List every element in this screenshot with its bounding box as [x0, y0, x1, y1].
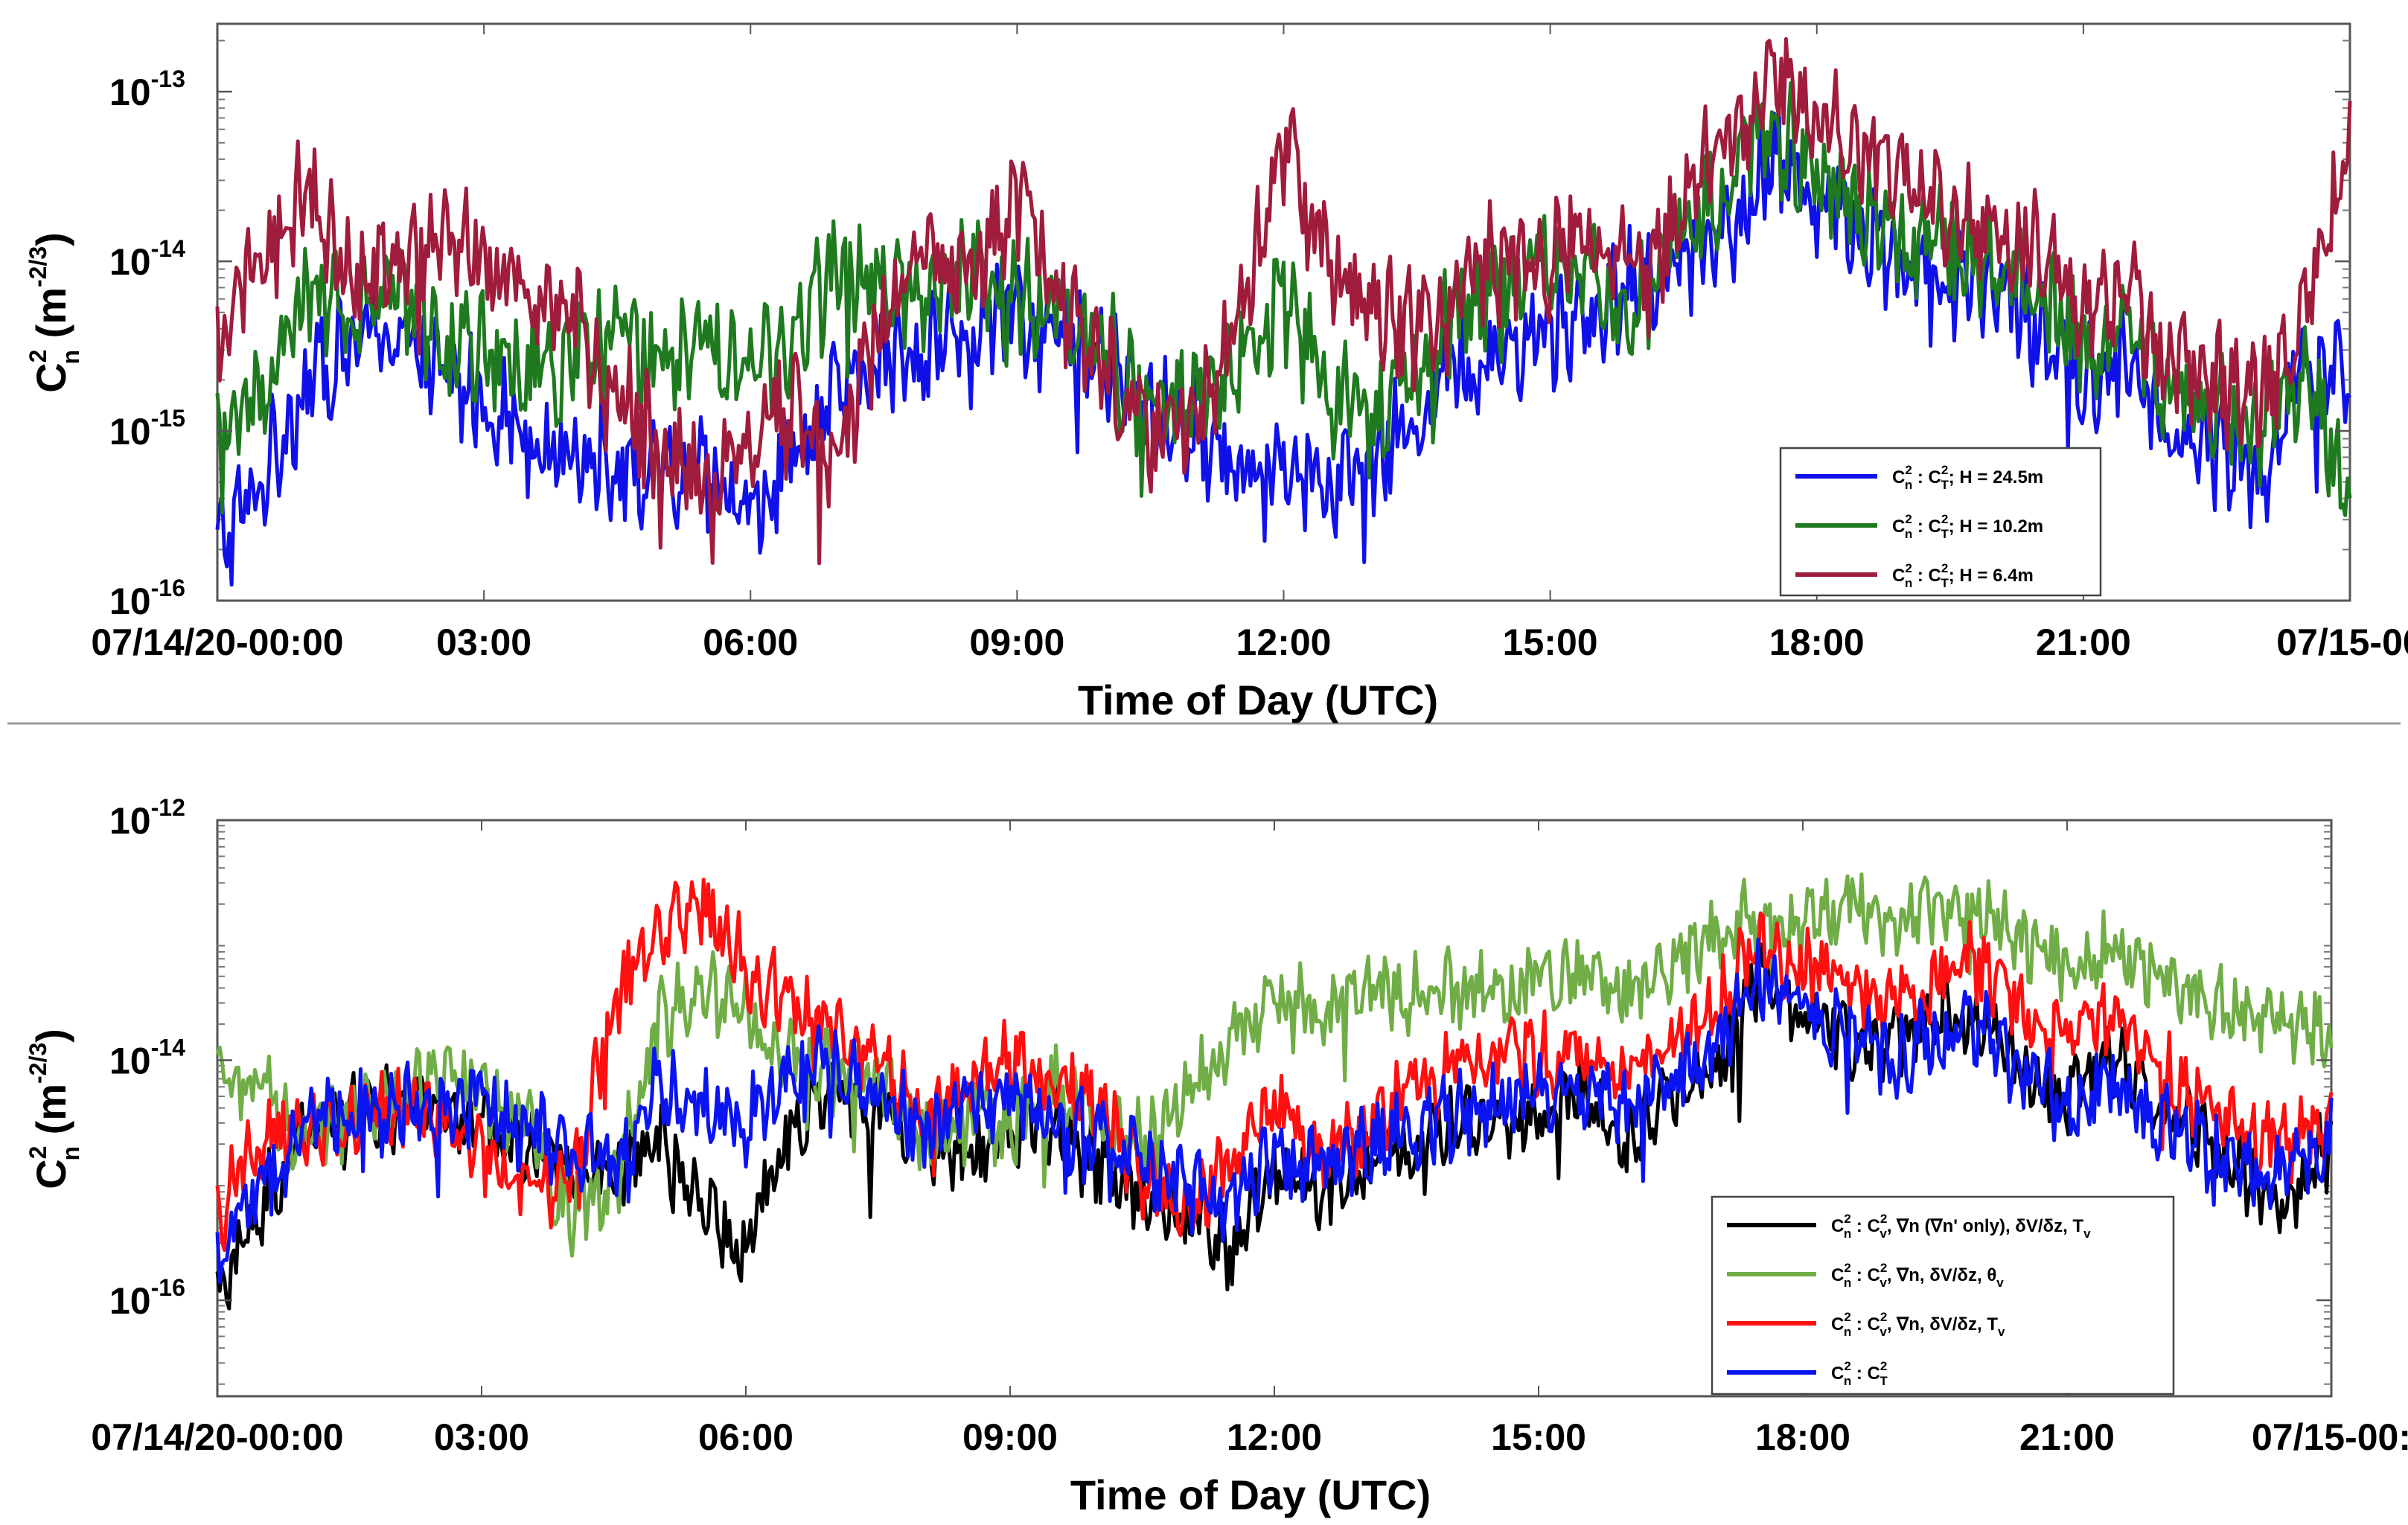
x-tick-label: 12:00 [1236, 621, 1332, 663]
top-y-axis-label: C2 n (m-2/3) [25, 232, 84, 393]
x-tick-label: 18:00 [1755, 1416, 1850, 1458]
series-line-3 [215, 36, 2352, 566]
y-tick-label: 10-14 [109, 1035, 185, 1082]
y-tick-label: 10-15 [109, 405, 185, 453]
x-tick-label: 03:00 [434, 1416, 529, 1458]
bottom-legend: C2 n : C2 v, ∇n (∇n' only), δV/δz, Tv C2 n :… [1711, 1195, 2175, 1395]
legend-label-1: C2 n : C2 v, ∇n (∇n' only), δV/δz, Tv [1831, 1212, 2091, 1241]
x-tick-label: 07/15-00: [2252, 1416, 2408, 1458]
top-legend-box [1779, 447, 2102, 597]
x-tick-label: 09:00 [969, 621, 1064, 663]
series-line-2 [215, 81, 2352, 517]
x-tick-label: 07/14/20-00:00 [91, 1416, 343, 1458]
bottom-y-axis-label: C2 n (m-2/3) [25, 1029, 84, 1189]
x-tick-label: 07/15-00 [2276, 621, 2408, 663]
x-tick-label: 03:00 [436, 621, 531, 663]
legend-label-3: C2 n : C2 T; H = 6.4m [1892, 561, 2034, 590]
y-tick-label: 10-13 [109, 65, 185, 113]
top-chart: 07/14/20-00:00 03:00 06:00 09:00 12:00 15:00 1… [25, 22, 2408, 723]
bottom-x-axis-label: Time of Day (UTC) [1070, 1471, 1431, 1518]
series-line-2 [215, 872, 2334, 1258]
y-tick-label: 10-12 [109, 794, 185, 842]
x-tick-label: 06:00 [703, 621, 798, 663]
y-tick-label: 10-16 [109, 1274, 185, 1322]
x-tick-label: 21:00 [2036, 621, 2131, 663]
top-legend: C2 n : C2 T; H = 24.5m C2 n : C2 T; H = 10.2m… [1779, 447, 2102, 597]
legend-label-4: C2 n : C2 T [1831, 1359, 1888, 1388]
legend-label-1: C2 n : C2 T; H = 24.5m [1892, 463, 2043, 492]
x-tick-label: 21:00 [2019, 1416, 2115, 1458]
series-line-3 [215, 877, 2334, 1252]
legend-label-2: C2 n : C2 T; H = 10.2m [1892, 512, 2043, 541]
bottom-legend-box [1711, 1195, 2175, 1395]
x-tick-label: 06:00 [698, 1416, 793, 1458]
x-tick-label: 07/14/20-00:00 [91, 621, 343, 663]
y-tick-label: 10-14 [109, 235, 185, 283]
x-tick-label: 18:00 [1769, 621, 1865, 663]
x-tick-label: 12:00 [1227, 1416, 1322, 1458]
x-tick-label: 09:00 [962, 1416, 1058, 1458]
x-tick-label: 15:00 [1491, 1416, 1586, 1458]
legend-label-3: C2 n : C2 v, ∇n, δV/δz, Tv [1831, 1310, 2005, 1339]
top-x-axis-label: Time of Day (UTC) [1078, 677, 1438, 723]
series-line-1 [215, 103, 2351, 587]
x-tick-label: 15:00 [1503, 621, 1598, 663]
series-line-4 [215, 937, 2334, 1284]
y-tick-label: 10-16 [109, 575, 185, 622]
legend-label-2: C2 n : C2 v, ∇n, δV/δz, θv [1831, 1261, 2004, 1290]
bottom-chart: 07/14/20-00:00 03:00 06:00 09:00 12:00 15:00 1… [25, 794, 2408, 1518]
